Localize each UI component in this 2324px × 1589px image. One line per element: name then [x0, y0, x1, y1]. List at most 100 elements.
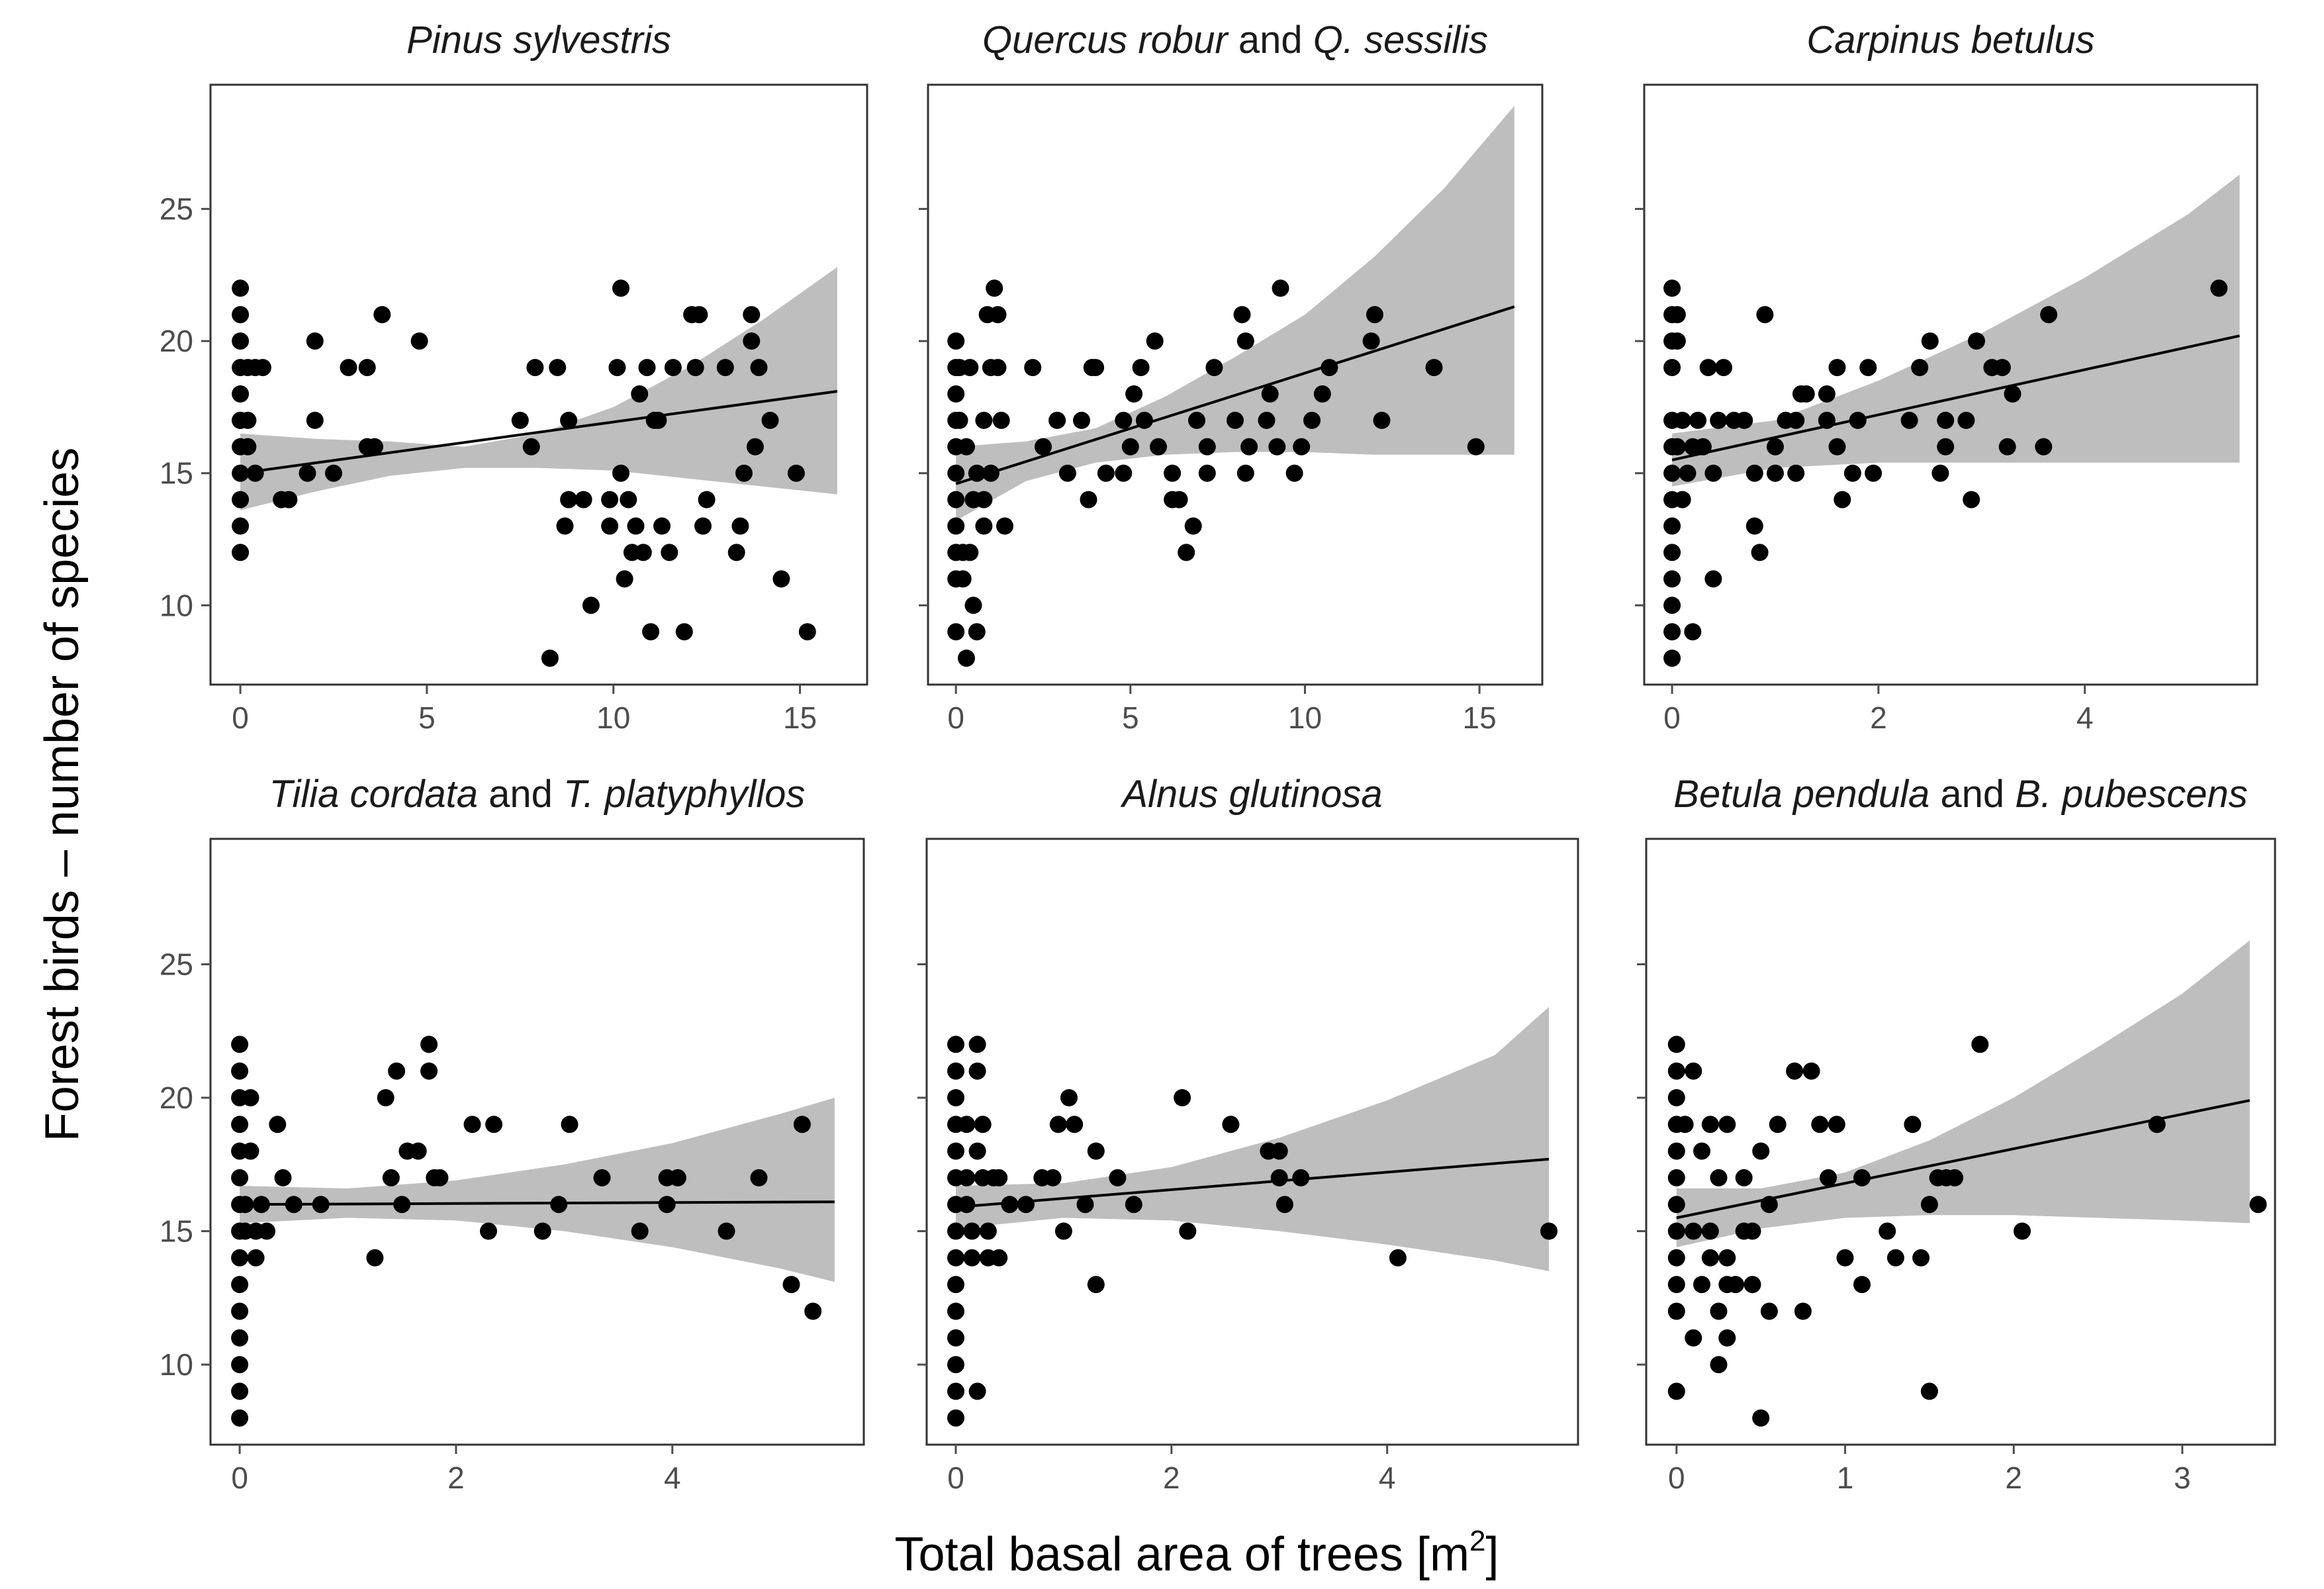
- panel-carpinus-point-39: [1787, 464, 1805, 482]
- panel-betula-point-50: [1912, 1249, 1930, 1267]
- panel-betula-point-48: [1886, 1249, 1904, 1267]
- panel-quercus-point-69: [1285, 464, 1303, 482]
- panel-pinus-point-75: [798, 623, 816, 641]
- panel-pinus-y-tick-label-10: 10: [160, 588, 193, 622]
- panel-pinus-point-11: [232, 544, 250, 561]
- panel-pinus-point-23: [325, 464, 342, 482]
- panel-pinus-point-55: [653, 517, 671, 535]
- panel-pinus-point-25: [358, 359, 376, 377]
- panel-alnus-confidence-band: [956, 1006, 1549, 1271]
- panel-quercus-point-25: [975, 491, 993, 508]
- panel-betula-point-55: [1946, 1169, 1964, 1186]
- panel-alnus-point-7: [947, 1222, 964, 1240]
- panel-carpinus-x-tick-label-4: 4: [2076, 700, 2094, 735]
- panel-alnus-point-40: [1087, 1142, 1105, 1160]
- panel-pinus-point-27: [366, 438, 383, 456]
- panel-alnus-point-36: [1054, 1222, 1072, 1240]
- panel-pinus-y-tick-label-25: 25: [160, 192, 193, 226]
- panel-betula-point-32: [1743, 1276, 1761, 1294]
- panel-tilia-point-43: [561, 1116, 579, 1133]
- panel-betula-point-22: [1710, 1302, 1728, 1320]
- panel-betula-point-52: [1920, 1382, 1938, 1400]
- panel-quercus-x-tick-label-10: 10: [1288, 700, 1322, 735]
- x-axis-title-end: ]: [1485, 1528, 1499, 1581]
- panel-pinus: 0 5 10 15 10 15 20 25 Pinus sylvestris: [160, 19, 868, 735]
- panel-quercus-point-32: [992, 411, 1010, 429]
- panel-quercus-point-68: [1272, 279, 1289, 297]
- panel-tilia-confidence-band: [240, 1098, 835, 1282]
- panel-tilia-title-part-1: and: [478, 773, 563, 816]
- panel-carpinus-point-14: [1668, 306, 1686, 324]
- panel-tilia-point-50: [750, 1169, 768, 1186]
- panel-carpinus-point-59: [1968, 332, 1985, 350]
- panel-alnus-regression-line: [955, 1157, 1550, 1209]
- panel-quercus-point-44: [1115, 464, 1133, 482]
- panel-quercus-point-78: [1467, 438, 1485, 456]
- panel-alnus-point-52: [1389, 1249, 1407, 1267]
- panel-quercus-point-73: [1321, 359, 1338, 377]
- panel-alnus-point-39: [1076, 1196, 1094, 1214]
- panel-carpinus-point-33: [1751, 544, 1769, 561]
- panel-quercus-point-2: [947, 385, 965, 403]
- panel-quercus-point-7: [947, 517, 965, 535]
- panel-betula: 0 1 2 3 Betula pendula and B. pubescens: [1637, 773, 2276, 1495]
- panel-pinus-point-28: [373, 306, 391, 324]
- panel-alnus-point-0: [947, 1035, 964, 1053]
- panel-pinus-point-49: [631, 385, 649, 403]
- panel-quercus-point-66: [1261, 385, 1279, 403]
- panel-betula-point-17: [1693, 1276, 1710, 1294]
- panel-tilia-point-22: [258, 1222, 275, 1240]
- panel-pinus-point-58: [675, 623, 693, 641]
- panel-pinus-point-24: [340, 359, 357, 377]
- panel-quercus-title-part-2: Q. sessilis: [1313, 19, 1488, 62]
- panel-pinus-point-43: [612, 279, 629, 297]
- panel-quercus-point-14: [954, 570, 972, 588]
- panel-tilia-point-33: [409, 1142, 427, 1160]
- panel-betula-point-5: [1667, 1169, 1685, 1186]
- panel-betula-point-34: [1752, 1409, 1770, 1427]
- panel-pinus-point-30: [511, 411, 529, 429]
- panel-tilia-title: Tilia cordata and T. platyphyllos: [269, 773, 806, 816]
- panel-tilia-point-9: [231, 1276, 249, 1294]
- panel-alnus-point-37: [1060, 1089, 1078, 1106]
- panel-betula-point-47: [1879, 1222, 1896, 1240]
- panel-carpinus-point-8: [1663, 517, 1681, 535]
- panel-pinus-point-0: [232, 279, 250, 297]
- panel-tilia-point-27: [366, 1249, 384, 1267]
- panel-pinus-point-48: [627, 517, 645, 535]
- panel-pinus-point-34: [549, 359, 567, 377]
- panel-alnus-title-part-0: Alnus glutinosa: [1120, 773, 1382, 816]
- panel-pinus-point-67: [735, 464, 753, 482]
- panel-betula-point-38: [1786, 1062, 1804, 1080]
- panel-tilia-point-53: [804, 1302, 822, 1320]
- panel-quercus-point-59: [1205, 359, 1223, 377]
- panel-betula-point-16: [1693, 1142, 1710, 1160]
- panel-quercus-point-55: [1184, 517, 1202, 535]
- panel-carpinus-point-42: [1818, 411, 1836, 429]
- panel-quercus-point-49: [1146, 332, 1164, 350]
- panel-pinus-point-44: [612, 464, 629, 482]
- panel-carpinus-point-15: [1668, 332, 1686, 350]
- panel-quercus-title-part-0: Quercus robur: [982, 19, 1229, 62]
- panel-carpinus-point-63: [2004, 385, 2022, 403]
- panel-quercus-point-23: [975, 517, 993, 535]
- panel-pinus-point-9: [232, 491, 250, 508]
- panel-tilia-point-46: [658, 1196, 676, 1214]
- panel-alnus-point-10: [947, 1302, 964, 1320]
- panel-quercus-regression-line: [955, 305, 1515, 485]
- panel-pinus-point-63: [698, 491, 716, 508]
- panel-quercus-x-tick-label-5: 5: [1122, 700, 1139, 735]
- panel-quercus-point-35: [1035, 438, 1052, 456]
- panel-pinus-x-tick-label-10: 10: [596, 700, 630, 735]
- panel-betula-point-40: [1802, 1062, 1820, 1080]
- panel-betula-point-7: [1667, 1222, 1685, 1240]
- panel-pinus-point-64: [716, 359, 734, 377]
- panel-carpinus-point-18: [1673, 411, 1691, 429]
- panel-alnus-point-50: [1276, 1196, 1293, 1214]
- panel-alnus-point-8: [947, 1249, 964, 1267]
- x-axis-title: Total basal area of trees [m2]: [895, 1525, 1499, 1581]
- panel-tilia-point-14: [231, 1409, 249, 1427]
- panel-carpinus-point-43: [1818, 385, 1836, 403]
- panel-betula-point-4: [1667, 1142, 1685, 1160]
